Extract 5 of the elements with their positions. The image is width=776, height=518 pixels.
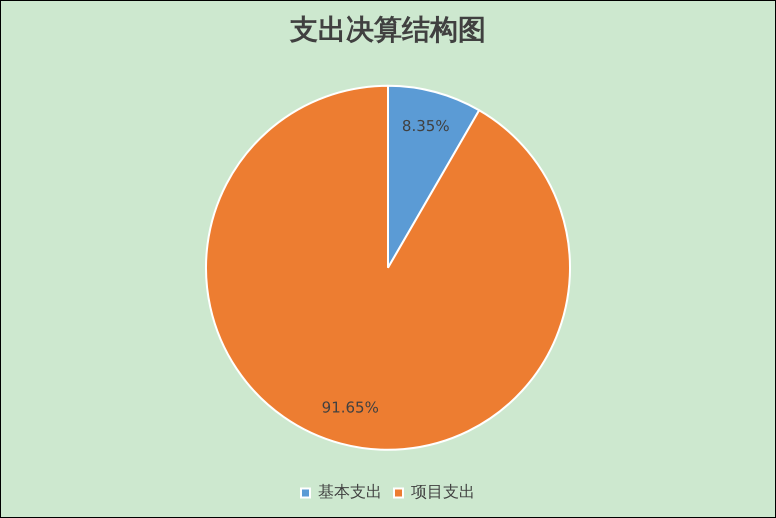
legend-label: 项目支出	[411, 482, 475, 502]
chart-title: 支出决算结构图	[289, 13, 486, 46]
data-label: 91.65%	[322, 398, 379, 416]
data-label: 8.35%	[402, 117, 450, 136]
legend-label: 基本支出	[318, 482, 382, 502]
